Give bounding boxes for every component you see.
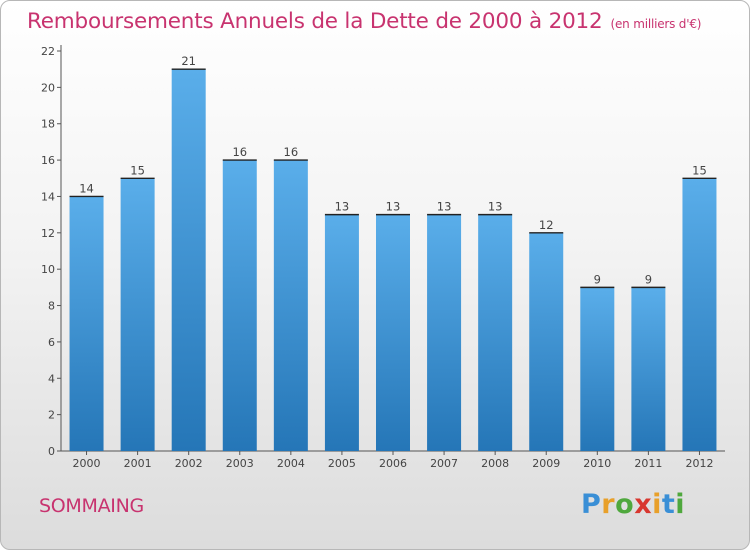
logo-letter: o: [615, 489, 635, 520]
logo-letter: i: [675, 489, 686, 520]
y-tick-label: 6: [48, 336, 55, 349]
x-tick-label: 2011: [634, 457, 662, 470]
x-tick-label: 2006: [379, 457, 407, 470]
y-tick-label: 10: [41, 263, 55, 276]
bar-value-label: 16: [232, 145, 247, 159]
logo-letter: P: [581, 489, 602, 520]
logo-letter: i: [652, 489, 662, 520]
bar-value-label: 13: [488, 200, 503, 214]
proxiti-logo: Proxiti: [581, 489, 685, 520]
bar-value-label: 13: [386, 200, 401, 214]
bar: [222, 160, 257, 451]
chart-subtitle: (en milliers d'€): [610, 17, 702, 31]
bar: [376, 214, 410, 451]
y-tick-label: 2: [48, 409, 55, 422]
bar-value-label: 12: [539, 218, 554, 232]
bar: [529, 232, 564, 451]
bar-value-label: 9: [645, 272, 652, 286]
bar-value-label: 15: [692, 163, 707, 177]
x-tick-label: 2007: [430, 457, 458, 470]
logo-letter: t: [661, 489, 676, 520]
location-name: SOMMAING: [39, 495, 144, 517]
y-tick-label: 14: [41, 190, 55, 203]
bar: [427, 214, 462, 451]
bar-value-label: 9: [594, 272, 601, 286]
bar: [120, 178, 155, 452]
y-tick-label: 16: [41, 154, 55, 167]
bar: [682, 178, 717, 452]
x-tick-label: 2009: [532, 457, 560, 470]
bar-value-label: 13: [437, 200, 452, 214]
bar-value-label: 15: [130, 163, 145, 177]
x-tick-label: 2001: [124, 457, 152, 470]
bar-value-label: 14: [79, 181, 94, 195]
y-tick-label: 8: [48, 300, 55, 313]
bar: [324, 214, 359, 451]
x-tick-label: 2002: [175, 457, 203, 470]
y-tick-label: 22: [41, 45, 55, 58]
logo-letter: r: [601, 489, 616, 520]
x-tick-label: 2010: [583, 457, 611, 470]
y-tick-label: 12: [41, 227, 55, 240]
x-tick-label: 2003: [226, 457, 254, 470]
x-tick-label: 2012: [685, 457, 713, 470]
y-tick-label: 4: [48, 372, 55, 385]
bar: [580, 287, 615, 451]
bar-value-label: 16: [284, 145, 299, 159]
y-tick-label: 18: [41, 118, 55, 131]
bar-value-label: 13: [335, 200, 350, 214]
x-tick-label: 2000: [73, 457, 101, 470]
y-tick-label: 0: [48, 445, 55, 458]
x-tick-label: 2008: [481, 457, 509, 470]
chart-title-text: Remboursements Annuels de la Dette de 20…: [27, 9, 603, 34]
bar: [273, 160, 308, 451]
bar: [478, 214, 513, 451]
y-tick-label: 20: [41, 81, 55, 94]
x-tick-label: 2005: [328, 457, 356, 470]
bar-value-label: 21: [181, 54, 196, 68]
bar: [171, 69, 206, 451]
bar: [631, 287, 666, 451]
logo-letter: x: [634, 489, 653, 520]
chart-title: Remboursements Annuels de la Dette de 20…: [27, 9, 701, 34]
bar: [69, 196, 104, 451]
x-tick-label: 2004: [277, 457, 305, 470]
